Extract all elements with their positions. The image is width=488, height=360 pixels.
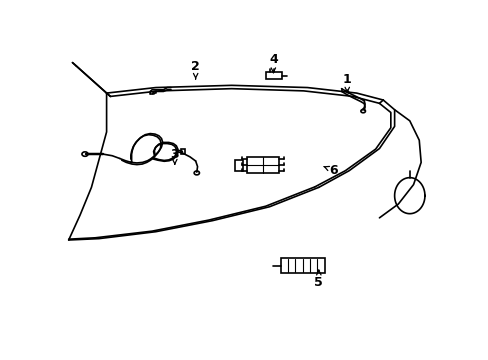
Text: 1: 1 [342, 73, 351, 92]
Text: 5: 5 [314, 270, 323, 289]
Text: 3: 3 [170, 148, 179, 164]
FancyBboxPatch shape [181, 149, 185, 154]
Text: 6: 6 [324, 164, 338, 177]
FancyBboxPatch shape [235, 160, 243, 171]
Text: 2: 2 [191, 60, 200, 79]
FancyBboxPatch shape [265, 72, 281, 79]
FancyBboxPatch shape [246, 157, 279, 174]
FancyBboxPatch shape [280, 258, 324, 273]
Text: 4: 4 [268, 53, 277, 72]
